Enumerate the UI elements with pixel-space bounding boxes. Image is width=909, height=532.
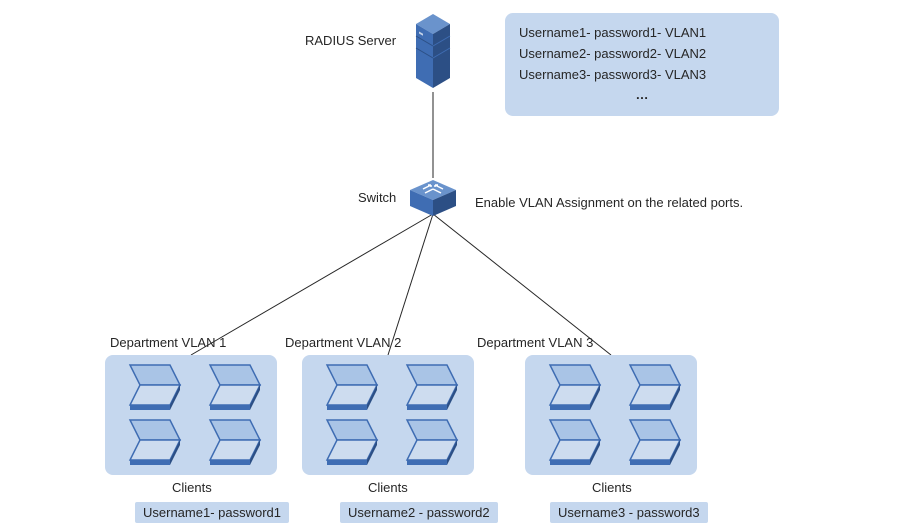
clients-label-3: Clients bbox=[592, 480, 632, 495]
laptop-icon bbox=[115, 360, 185, 415]
clients-label-1: Clients bbox=[172, 480, 212, 495]
cred-3: Username3 - password3 bbox=[550, 502, 708, 523]
cred-1: Username1- password1 bbox=[135, 502, 289, 523]
line-switch-dept3 bbox=[433, 214, 611, 355]
laptop-icon bbox=[392, 415, 462, 470]
switch-label: Switch bbox=[358, 190, 396, 205]
laptop-icon bbox=[115, 415, 185, 470]
laptop-icon bbox=[615, 415, 685, 470]
switch-note: Enable VLAN Assignment on the related po… bbox=[475, 195, 743, 210]
laptop-icon bbox=[195, 360, 265, 415]
line-switch-dept1 bbox=[191, 214, 433, 355]
user-table-line-4: … bbox=[519, 85, 765, 106]
dept3-label: Department VLAN 3 bbox=[477, 335, 593, 350]
laptop-icon bbox=[535, 360, 605, 415]
dept1-label: Department VLAN 1 bbox=[110, 335, 226, 350]
user-table-line-2: Username2- password2- VLAN2 bbox=[519, 44, 765, 65]
laptop-icon bbox=[535, 415, 605, 470]
laptop-icon bbox=[392, 360, 462, 415]
laptop-icon bbox=[615, 360, 685, 415]
laptop-icon bbox=[312, 360, 382, 415]
laptop-icon bbox=[195, 415, 265, 470]
dept2-label: Department VLAN 2 bbox=[285, 335, 401, 350]
user-table-box: Username1- password1- VLAN1 Username2- p… bbox=[505, 13, 779, 116]
switch-icon bbox=[408, 178, 458, 218]
radius-server-label: RADIUS Server bbox=[305, 33, 396, 48]
line-switch-dept2 bbox=[388, 214, 433, 355]
user-table-line-1: Username1- password1- VLAN1 bbox=[519, 23, 765, 44]
laptop-icon bbox=[312, 415, 382, 470]
user-table-line-3: Username3- password3- VLAN3 bbox=[519, 65, 765, 86]
clients-label-2: Clients bbox=[368, 480, 408, 495]
cred-2: Username2 - password2 bbox=[340, 502, 498, 523]
server-icon bbox=[413, 10, 453, 92]
